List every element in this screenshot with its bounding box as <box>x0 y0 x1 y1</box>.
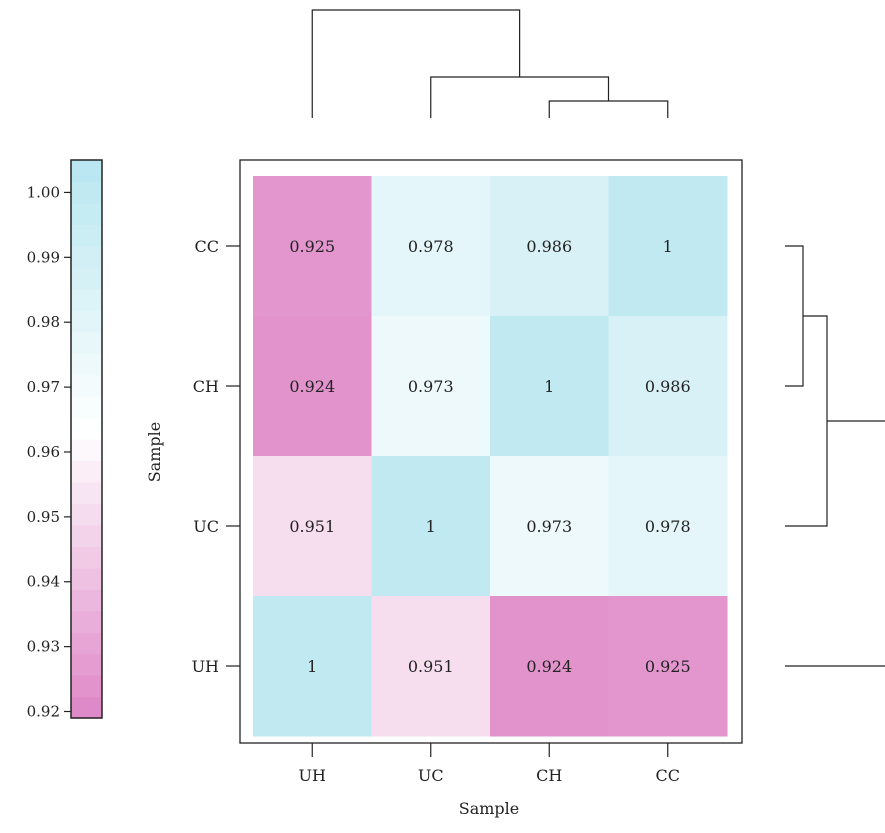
heatmap-cell-uh-cc <box>608 596 728 737</box>
heatmap-cell-uh-uc <box>371 596 491 737</box>
y-axis-tick-label: UH <box>192 657 219 676</box>
colorbar-step <box>71 245 102 268</box>
heatmap-cell-uc-ch <box>490 456 609 597</box>
cell-value-label: 0.924 <box>526 657 572 676</box>
colorbar-tick-label: 0.99 <box>27 248 60 266</box>
dendrogram-branch <box>430 76 610 118</box>
cell-value-label: 1 <box>663 237 673 256</box>
colorbar-step <box>71 439 102 462</box>
dendrogram-branch <box>311 9 521 118</box>
y-axis-title: Sample <box>145 422 164 483</box>
cell-value-label: 0.973 <box>408 377 454 396</box>
colorbar-step <box>71 632 102 655</box>
heatmap-cell-uc-uh <box>253 456 372 597</box>
panel-frame <box>239 159 743 744</box>
colorbar-step <box>71 396 102 419</box>
colorbar-step <box>71 288 102 311</box>
colorbar-tick-label: 0.95 <box>27 508 60 526</box>
cell-value-label: 0.925 <box>289 237 335 256</box>
heatmap-cell-ch-uh <box>253 316 372 457</box>
heatmap-cell-ch-ch <box>490 316 609 457</box>
colorbar-step <box>71 353 102 376</box>
colorbar-tick-label: 0.92 <box>27 703 60 721</box>
x-axis: UH UC CH CC <box>299 743 680 785</box>
colorbar-step <box>71 546 102 569</box>
dendrogram-branch <box>785 315 828 527</box>
x-axis-tick-label: CC <box>656 766 680 785</box>
colorbar-step <box>71 696 102 719</box>
cell-value-label: 0.978 <box>645 517 691 536</box>
colorbar-step <box>71 567 102 590</box>
colorbar-tick-label: 0.98 <box>27 313 60 331</box>
heatmap-cell-cc-ch <box>490 176 609 317</box>
heatmap-cell-uh-uh <box>253 596 372 737</box>
x-axis-title: Sample <box>459 799 520 818</box>
cell-value-label: 0.986 <box>645 377 691 396</box>
heatmap-cell-uh-ch <box>490 596 609 737</box>
cell-value-label: 0.951 <box>408 657 454 676</box>
cell-value-label: 0.925 <box>645 657 691 676</box>
cell-value-label: 1 <box>544 377 554 396</box>
cell-value-label: 0.978 <box>408 237 454 256</box>
dendrogram-branch <box>785 245 804 387</box>
colorbar: 1.00 0.99 0.98 0.97 0.96 0.95 0.94 0.93 0.92 <box>27 159 103 721</box>
colorbar-step <box>71 374 102 397</box>
colorbar-step <box>71 224 102 247</box>
cell-value-label: 0.951 <box>289 517 335 536</box>
colorbar-step <box>71 202 102 225</box>
colorbar-step <box>71 610 102 633</box>
colorbar-tick-label: 0.93 <box>27 638 60 656</box>
colorbar-tick-label: 0.96 <box>27 443 60 461</box>
colorbar-step <box>71 310 102 333</box>
heatmap-cell-uc-cc <box>608 456 728 597</box>
cell-value-label: 0.973 <box>526 517 572 536</box>
colorbar-tick-label: 0.97 <box>27 378 60 396</box>
colorbar-step <box>71 589 102 612</box>
colorbar-step <box>71 331 102 354</box>
colorbar-tick-label: 0.94 <box>27 573 60 591</box>
colorbar-step <box>71 460 102 483</box>
cell-value-label: 1 <box>426 517 436 536</box>
heatmap-cell-ch-uc <box>371 316 491 457</box>
heatmap-cells: 0.925 0.978 0.986 1 0.924 0.973 1 0.986 0.951 1 0.… <box>253 176 728 737</box>
heatmap-cell-uc-uc <box>371 456 491 597</box>
heatmap-cell-cc-cc <box>608 176 728 317</box>
x-axis-tick-label: CH <box>536 766 562 785</box>
colorbar-step <box>71 160 102 183</box>
colorbar-frame <box>70 159 103 719</box>
colorbar-step <box>71 481 102 504</box>
colorbar-tick-label: 1.00 <box>27 183 60 201</box>
cell-value-label: 1 <box>307 657 317 676</box>
heatmap-cell-cc-uh <box>253 176 372 317</box>
colorbar-step <box>71 181 102 204</box>
y-axis-tick-label: CH <box>193 377 219 396</box>
row-dendrogram <box>785 245 885 667</box>
dendrogram-branch <box>548 100 669 118</box>
colorbar-step <box>71 653 102 676</box>
colorbar-step <box>71 503 102 526</box>
x-axis-tick-label: UH <box>299 766 326 785</box>
colorbar-step <box>71 267 102 290</box>
colorbar-step <box>71 524 102 547</box>
y-axis: CC CH UC UH <box>192 237 240 676</box>
x-axis-tick-label: UC <box>418 766 444 785</box>
column-dendrogram <box>311 9 669 118</box>
heatmap-cell-cc-uc <box>371 176 491 317</box>
colorbar-step <box>71 417 102 440</box>
cell-value-label: 0.986 <box>526 237 572 256</box>
y-axis-tick-label: CC <box>195 237 219 256</box>
colorbar-step <box>71 675 102 698</box>
cell-value-label: 0.924 <box>289 377 335 396</box>
heatmap-cell-ch-cc <box>608 316 728 457</box>
y-axis-tick-label: UC <box>193 517 219 536</box>
